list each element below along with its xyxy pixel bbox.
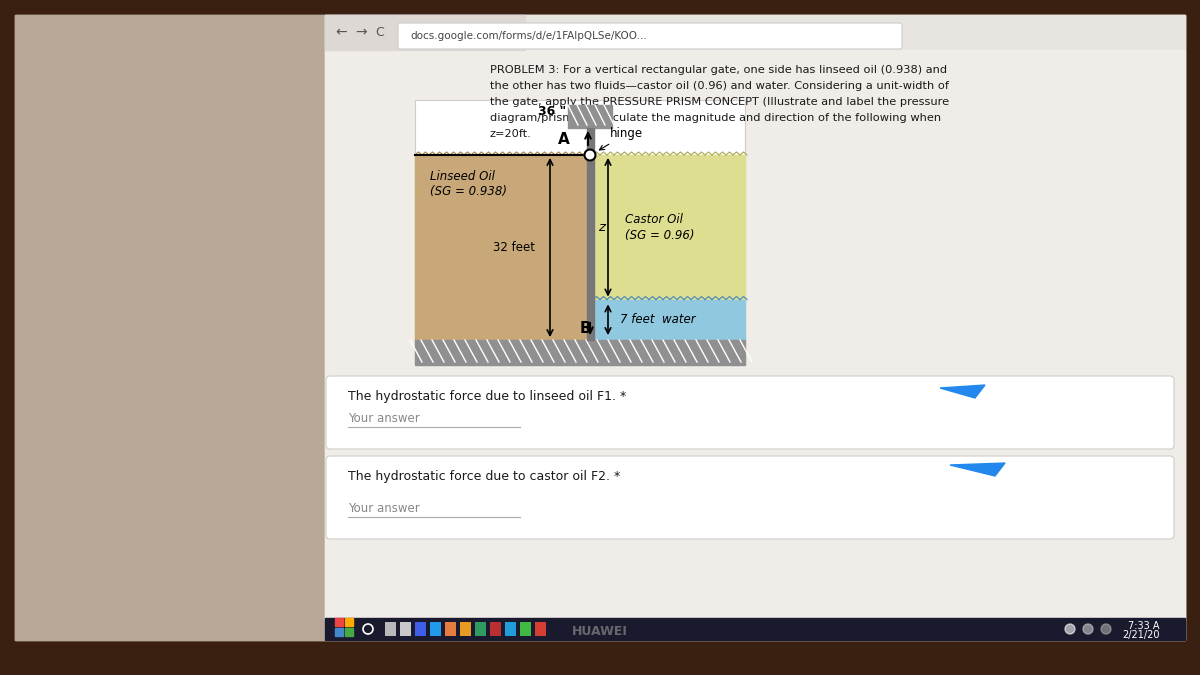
Text: Linseed Oil: Linseed Oil <box>430 170 494 183</box>
Text: HUAWEI: HUAWEI <box>572 625 628 638</box>
Text: B: B <box>580 321 590 336</box>
FancyBboxPatch shape <box>398 23 902 49</box>
Text: Castor Oil: Castor Oil <box>625 213 683 225</box>
Text: PROBLEM 3: For a vertical rectangular gate, one side has linseed oil (0.938) and: PROBLEM 3: For a vertical rectangular ga… <box>490 65 947 75</box>
Text: C: C <box>374 26 384 38</box>
Text: 2/21/20: 2/21/20 <box>1122 630 1160 640</box>
Bar <box>325 618 1186 640</box>
Text: The hydrostatic force due to castor oil F2. *: The hydrostatic force due to castor oil … <box>348 470 620 483</box>
Text: docs.google.com/forms/d/e/1FAIpQLSe/KOO...: docs.google.com/forms/d/e/1FAIpQLSe/KOO.… <box>410 31 647 41</box>
Bar <box>505 622 516 636</box>
Bar <box>520 622 530 636</box>
Bar <box>587 128 594 340</box>
Text: 36 ": 36 " <box>538 105 566 118</box>
Polygon shape <box>940 385 985 398</box>
Text: Your answer: Your answer <box>348 502 420 515</box>
Bar <box>593 300 745 340</box>
Circle shape <box>1102 624 1111 634</box>
Polygon shape <box>950 463 1006 476</box>
Bar <box>568 105 612 128</box>
Circle shape <box>584 149 595 161</box>
Bar <box>535 622 546 636</box>
Bar <box>430 622 442 636</box>
Bar <box>490 622 502 636</box>
Bar <box>475 622 486 636</box>
Text: ←: ← <box>335 25 347 39</box>
Circle shape <box>1084 624 1093 634</box>
Text: A: A <box>558 132 570 147</box>
Text: 7 feet  water: 7 feet water <box>620 313 696 326</box>
FancyBboxPatch shape <box>326 456 1174 539</box>
Text: Your answer: Your answer <box>348 412 420 425</box>
Bar <box>325 15 1186 50</box>
Text: z=20ft.: z=20ft. <box>490 129 532 139</box>
Text: the gate, apply the PRESSURE PRISM CONCEPT (Illustrate and label the pressure: the gate, apply the PRESSURE PRISM CONCE… <box>490 97 949 107</box>
Bar <box>400 622 410 636</box>
Bar <box>346 618 353 626</box>
Bar <box>415 155 587 340</box>
Bar <box>14 15 325 640</box>
Text: The hydrostatic force due to linseed oil F1. *: The hydrostatic force due to linseed oil… <box>348 390 626 403</box>
Bar <box>325 15 526 50</box>
Text: 7:33 A: 7:33 A <box>1128 621 1160 631</box>
Bar <box>445 622 456 636</box>
Bar <box>415 622 426 636</box>
Text: 32 feet: 32 feet <box>493 241 535 254</box>
Circle shape <box>1066 624 1075 634</box>
Text: (SG = 0.938): (SG = 0.938) <box>430 185 508 198</box>
Text: hinge: hinge <box>600 127 643 150</box>
Text: →: → <box>355 25 367 39</box>
Text: (SG = 0.96): (SG = 0.96) <box>625 229 695 242</box>
Text: z: z <box>599 221 606 234</box>
Bar <box>335 618 343 626</box>
Bar <box>415 340 745 365</box>
Bar <box>415 100 745 365</box>
Bar <box>325 15 1186 640</box>
Text: diagram/prism) to calculate the magnitude and direction of the following when: diagram/prism) to calculate the magnitud… <box>490 113 941 123</box>
Bar <box>460 622 470 636</box>
Bar <box>385 622 396 636</box>
Bar <box>593 155 745 300</box>
Bar <box>325 50 1186 620</box>
FancyBboxPatch shape <box>326 376 1174 449</box>
Text: the other has two fluids—castor oil (0.96) and water. Considering a unit-width o: the other has two fluids—castor oil (0.9… <box>490 81 949 91</box>
Bar <box>415 100 745 365</box>
Bar <box>335 628 343 636</box>
Bar <box>346 628 353 636</box>
